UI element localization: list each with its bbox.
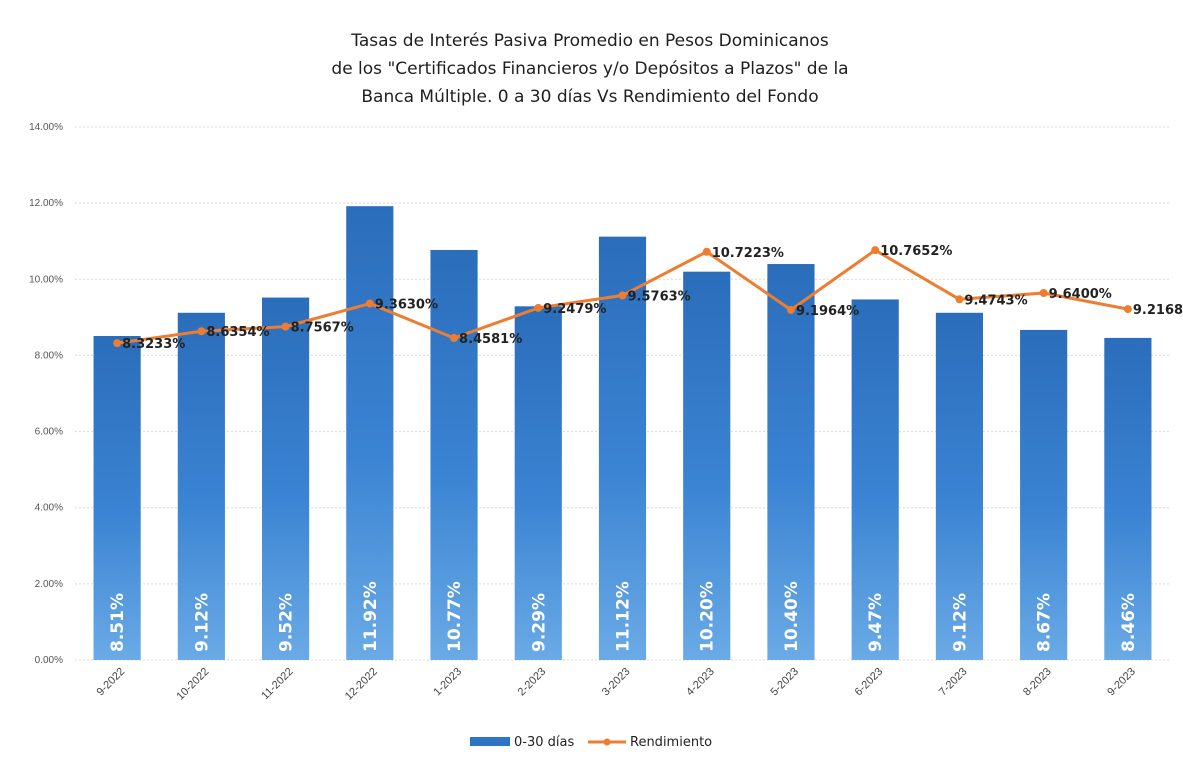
bar-data-label: 9.47% xyxy=(866,593,886,652)
bar-data-label: 10.20% xyxy=(698,581,718,652)
rendimiento-point xyxy=(618,291,627,300)
bar-11-2022 xyxy=(261,297,310,660)
bar-data-label: 9.29% xyxy=(529,593,549,652)
gridlines xyxy=(75,126,1170,661)
bar-data-label: 8.51% xyxy=(108,593,128,652)
bar-9-2023 xyxy=(1104,337,1152,660)
rendimiento-point xyxy=(786,305,795,314)
legend-label-line: Rendimiento xyxy=(630,735,712,750)
line-data-label: 9.5763% xyxy=(628,289,691,304)
line-series-rendimiento: 8.3233% 8.6354% 8.7567% 9.3630% 8.4581% 9.247… xyxy=(113,244,1183,352)
line-data-label: 10.7652% xyxy=(880,244,952,259)
y-axis-ticks: 0.00% 2.00% 4.00% 6.00% 8.00% 10.00% 12.00% 14.… xyxy=(29,122,63,666)
bar-data-label: 9.12% xyxy=(950,593,970,652)
x-tick-label: 7-2023 xyxy=(937,666,970,699)
y-tick-label: 12.00% xyxy=(29,198,63,209)
y-tick-label: 8.00% xyxy=(35,350,63,361)
bar-3-2023 xyxy=(598,236,647,660)
bar-data-label: 10.40% xyxy=(782,581,802,652)
bar-8-2023 xyxy=(1020,329,1068,660)
line-data-label: 9.6400% xyxy=(1049,287,1112,302)
bar-series-0-30-dias: 8.51% 9.12% 9.52% 11.92% 10.77% 9.29% 11.12% 10… xyxy=(93,206,1152,661)
bar-10-2022 xyxy=(177,312,225,660)
line-data-label: 9.3630% xyxy=(375,298,438,313)
x-tick-label: 5-2023 xyxy=(768,666,801,699)
rendimiento-point xyxy=(702,247,711,256)
line-data-label: 10.7223% xyxy=(712,246,784,261)
bar-4-2023 xyxy=(683,271,731,660)
rendimiento-point xyxy=(281,322,290,331)
rendimiento-point xyxy=(1123,305,1132,314)
line-data-label: 9.4743% xyxy=(964,293,1027,308)
rendimiento-point xyxy=(955,295,964,304)
bar-data-label: 11.92% xyxy=(361,581,381,652)
bar-12-2022 xyxy=(346,206,394,660)
y-tick-label: 10.00% xyxy=(29,274,63,285)
y-tick-label: 14.00% xyxy=(29,122,63,133)
y-tick-label: 4.00% xyxy=(35,503,63,514)
bar-data-label: 8.46% xyxy=(1119,593,1139,652)
line-data-label: 9.1964% xyxy=(796,304,859,319)
bar-6-2023 xyxy=(851,299,899,660)
x-tick-label: 9-2022 xyxy=(95,666,128,699)
rendimiento-point xyxy=(871,246,880,255)
line-data-label: 8.4581% xyxy=(459,332,522,347)
x-tick-label: 8-2023 xyxy=(1021,666,1054,699)
chart-title-line-1: Tasas de Interés Pasiva Promedio en Peso… xyxy=(350,31,829,51)
x-tick-label: 2-2023 xyxy=(516,666,549,699)
bar-2-2023 xyxy=(514,306,562,660)
bar-5-2023 xyxy=(767,264,815,660)
x-tick-label: 4-2023 xyxy=(684,666,717,699)
x-tick-label: 10-2022 xyxy=(174,666,211,703)
rendimiento-point xyxy=(113,339,122,348)
y-tick-label: 2.00% xyxy=(35,579,63,590)
x-tick-label: 12-2022 xyxy=(343,666,380,703)
bar-data-label: 9.52% xyxy=(277,593,297,652)
x-axis-ticks: 9-2022 10-2022 11-2022 12-2022 1-2023 2-2023 3… xyxy=(95,666,1138,703)
chart-title: Tasas de Interés Pasiva Promedio en Peso… xyxy=(331,31,848,107)
bar-data-label: 11.12% xyxy=(614,581,634,652)
bar-data-label: 8.67% xyxy=(1035,593,1055,652)
y-tick-label: 6.00% xyxy=(35,427,63,438)
bar-data-label: 9.12% xyxy=(192,593,212,652)
rendimiento-point xyxy=(450,333,459,342)
line-data-label: 8.7567% xyxy=(291,321,354,336)
bar-7-2023 xyxy=(935,312,984,660)
legend-label-bar: 0-30 días xyxy=(514,735,574,750)
rendimiento-point xyxy=(365,299,374,308)
rendimiento-point xyxy=(197,327,206,336)
y-tick-label: 0.00% xyxy=(35,655,63,666)
line-data-label: 9.2479% xyxy=(543,302,606,317)
x-tick-label: 1-2023 xyxy=(431,666,464,699)
x-tick-label: 9-2023 xyxy=(1105,666,1138,699)
line-data-label: 8.3233% xyxy=(122,337,185,352)
line-data-label: 9.2168% xyxy=(1133,303,1183,318)
legend: 0-30 días Rendimiento xyxy=(470,735,712,750)
rendimiento-point xyxy=(534,303,543,312)
legend-swatch-marker xyxy=(603,738,611,746)
bar-data-label: 10.77% xyxy=(445,581,465,652)
bar-9-2022 xyxy=(93,336,141,660)
x-tick-label: 3-2023 xyxy=(600,666,633,699)
bar-1-2023 xyxy=(430,249,478,661)
chart-title-line-2: de los "Certificados Financieros y/o Dep… xyxy=(331,59,848,79)
rendimiento-point xyxy=(1039,288,1048,297)
x-tick-label: 11-2022 xyxy=(259,666,295,702)
line-data-label: 8.6354% xyxy=(206,325,269,340)
x-tick-label: 6-2023 xyxy=(853,666,886,699)
legend-swatch-bar xyxy=(470,737,510,746)
chart-title-line-3: Banca Múltiple. 0 a 30 días Vs Rendimien… xyxy=(361,87,818,107)
